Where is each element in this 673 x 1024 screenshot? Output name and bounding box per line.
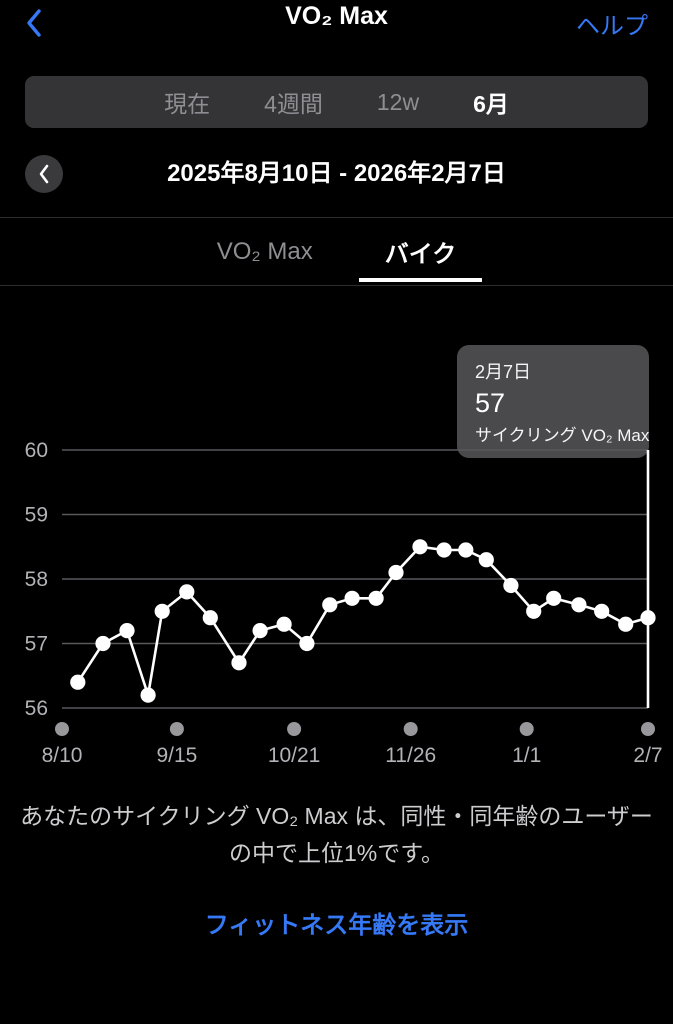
tooltip-label: サイクリング VO₂ Max [475, 426, 650, 445]
description-line: あなたのサイクリング VO₂ Max は、同性・同年齢のユーザー [20, 803, 653, 829]
percentile-description: あなたのサイクリング VO₂ Max は、同性・同年齢のユーザー の中で上位1%… [0, 798, 673, 872]
tab-bike[interactable]: バイク [358, 218, 483, 285]
svg-text:57: 57 [25, 633, 48, 656]
page-title: VO₂ Max [285, 2, 388, 30]
svg-text:8/10: 8/10 [42, 744, 83, 767]
segment-current[interactable]: 現在 [164, 91, 211, 117]
previous-period-button[interactable] [25, 155, 63, 193]
segment-4-weeks[interactable]: 4週間 [264, 91, 323, 117]
svg-text:11/26: 11/26 [385, 744, 436, 767]
svg-text:60: 60 [25, 439, 48, 462]
divider [0, 285, 673, 286]
data-point-tooltip: 2月7日 57 サイクリング VO₂ Max [457, 345, 649, 458]
header: VO₂ Max ヘルプ [0, 0, 673, 42]
segment-12-weeks[interactable]: 12w [376, 88, 420, 115]
svg-text:9/15: 9/15 [156, 744, 197, 767]
svg-text:59: 59 [25, 504, 48, 527]
svg-text:10/21: 10/21 [268, 744, 321, 767]
svg-text:2/7: 2/7 [633, 744, 662, 767]
svg-text:1/1: 1/1 [512, 744, 541, 767]
chevron-left-icon [27, 9, 41, 37]
chart-region: 2月7日 57 サイクリング VO₂ Max 56 57 58 59 60 8/10 9/1… [0, 286, 673, 776]
tab-vo2max[interactable]: VO₂ Max [216, 237, 313, 265]
fitness-age-link[interactable]: フィットネス年齢を表示 [204, 912, 469, 939]
date-navigation: 2025年8月10日 - 2026年2月7日 [0, 152, 673, 196]
fitness-age-link-row: フィットネス年齢を表示 [0, 905, 673, 940]
help-link[interactable]: ヘルプ [576, 12, 648, 40]
tooltip-value: 57 [475, 388, 506, 418]
vo2max-line-chart[interactable]: 56 57 58 59 60 8/10 9/15 10/21 11/26 1/1 2/7 [0, 430, 673, 776]
time-range-segmented-control: 現在 4週間 12w 6月 [25, 76, 648, 128]
back-button[interactable] [25, 7, 59, 39]
tooltip-date: 2月7日 [475, 362, 532, 382]
svg-text:56: 56 [25, 697, 48, 720]
svg-text:58: 58 [25, 568, 48, 591]
date-range-label: 2025年8月10日 - 2026年2月7日 [167, 160, 506, 187]
chevron-left-icon [39, 164, 49, 184]
metric-tabs: VO₂ Max バイク [0, 218, 673, 285]
description-line: の中で上位1%です。 [229, 840, 444, 866]
segment-6-months[interactable]: 6月 [473, 91, 509, 117]
divider [0, 217, 673, 218]
